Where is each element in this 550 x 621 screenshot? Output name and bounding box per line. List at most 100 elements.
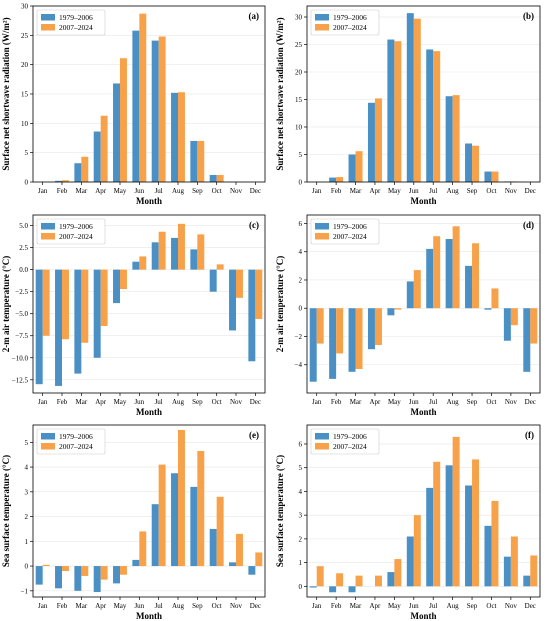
legend-label: 1979–2006 [333,13,367,22]
chart-panel: −4 −2 0 2 4 6 Jan Feb Mar Apr May Jun Jul Aug Sep Oct No… [275,214,541,417]
legend-swatch [41,433,55,440]
bar-series-b-apr [100,566,108,580]
x-tick-label: Apr [370,398,382,406]
x-tick-label: Jul [155,602,163,610]
x-tick-label: Oct [486,602,496,610]
bar-series-a-may [387,39,395,182]
bar-series-a-sep [465,265,473,309]
bar-series-b-aug [178,92,185,182]
bar-series-b-jan [316,308,324,344]
y-tick-label: 5 [25,439,29,447]
x-tick-label: Dec [525,187,536,195]
x-tick-label: Jul [429,602,437,610]
x-tick-label: May [388,602,401,610]
bar-series-a-mar [348,308,356,372]
plot-frame [306,5,541,183]
chart-panel: −1 0 1 2 3 4 5 Jan Feb Mar Apr May Jun Jul Aug Sep Oct No… [1,424,266,621]
bar-series-a-jul [426,49,434,183]
bar-series-b-feb [62,566,69,572]
x-tick-label: Sep [192,602,203,610]
x-tick-label: Sep [467,187,478,195]
x-axis-label: Month [410,611,436,621]
x-tick-label: Oct [486,187,496,195]
bar-series-b-jun [413,515,421,587]
bar-series-a-oct [484,525,492,587]
bar-series-a-feb [55,180,62,182]
x-tick-label: Jan [312,602,322,610]
bar-series-a-apr [367,102,375,182]
bar-series-a-dec [248,566,256,575]
y-tick-label: 4 [299,488,303,496]
bar-series-b-aug [452,226,460,309]
bar-series-a-jan [35,566,43,585]
legend-label: 2007–2024 [59,442,93,451]
bar-series-b-apr [374,308,382,345]
bar-series-b-nov [236,533,243,567]
x-tick-label: Aug [447,187,460,195]
plot-frame [306,424,541,598]
legend-swatch [315,24,329,31]
bar-series-a-sep [190,486,198,567]
bar-series-b-jun [413,270,421,309]
legend-label: 2007–2024 [59,23,93,32]
bar-series-b-apr [374,575,382,587]
bar-series-a-feb [55,566,62,589]
legend-label: 2007–2024 [333,442,367,451]
y-tick-label: 4 [299,248,303,256]
y-tick-label: 3 [25,488,29,496]
bar-series-b-mar [355,308,363,369]
y-tick-label: 6 [299,220,303,228]
legend-swatch [315,14,329,21]
y-tick-label: 5 [25,149,29,157]
legend-label: 1979–2006 [59,432,93,441]
bar-series-b-jul [433,236,441,309]
panel-label: (a) [249,11,260,21]
bar-series-b-jul [433,461,441,587]
x-tick-label: Nov [230,187,243,195]
bar-series-b-mar [355,151,363,182]
panel-label: (e) [249,430,259,440]
bar-series-b-feb [336,573,344,587]
y-tick-label: 15 [295,96,303,104]
bar-series-a-may [387,572,395,587]
bar-series-b-may [120,58,127,182]
x-tick-label: Jun [134,398,144,406]
bar-series-b-dec [255,269,263,319]
x-tick-label: May [114,602,127,610]
y-tick-label: 3 [299,512,303,520]
legend-swatch [315,223,329,230]
bar-series-a-jul [151,504,159,567]
y-tick-label: 30 [21,3,29,11]
bar-series-a-jun [406,281,414,309]
bar-series-b-sep [472,243,480,309]
y-tick-label: −12.5 [12,376,29,384]
x-tick-label: May [114,187,127,195]
y-tick-label: 0 [299,179,303,187]
x-tick-label: Aug [447,398,460,406]
bar-series-b-apr [100,269,108,327]
bar-series-b-nov [510,308,518,326]
x-axis-label: Month [136,196,162,206]
y-tick-label: 25 [295,41,303,49]
bar-series-a-jan [309,586,317,588]
bar-series-a-feb [55,269,62,386]
x-tick-label: Aug [172,187,185,195]
y-tick-label: 0 [25,563,29,571]
x-tick-label: Feb [331,187,342,195]
legend-label: 1979–2006 [59,222,93,231]
y-tick-label: −1 [21,587,29,595]
legend-swatch [315,233,329,240]
y-tick-label: 25 [21,32,29,40]
bar-series-a-jun [132,559,140,567]
x-tick-label: Jan [312,187,322,195]
bar-series-a-mar [74,566,82,591]
x-tick-label: Jun [409,187,419,195]
bar-series-a-mar [348,586,356,593]
x-tick-label: May [388,398,401,406]
bar-series-b-jul [158,231,166,270]
bar-series-a-oct [209,174,217,182]
bar-series-b-oct [216,174,224,182]
x-tick-label: Apr [95,602,107,610]
legend-swatch [41,443,55,450]
bar-series-b-mar [81,566,89,576]
